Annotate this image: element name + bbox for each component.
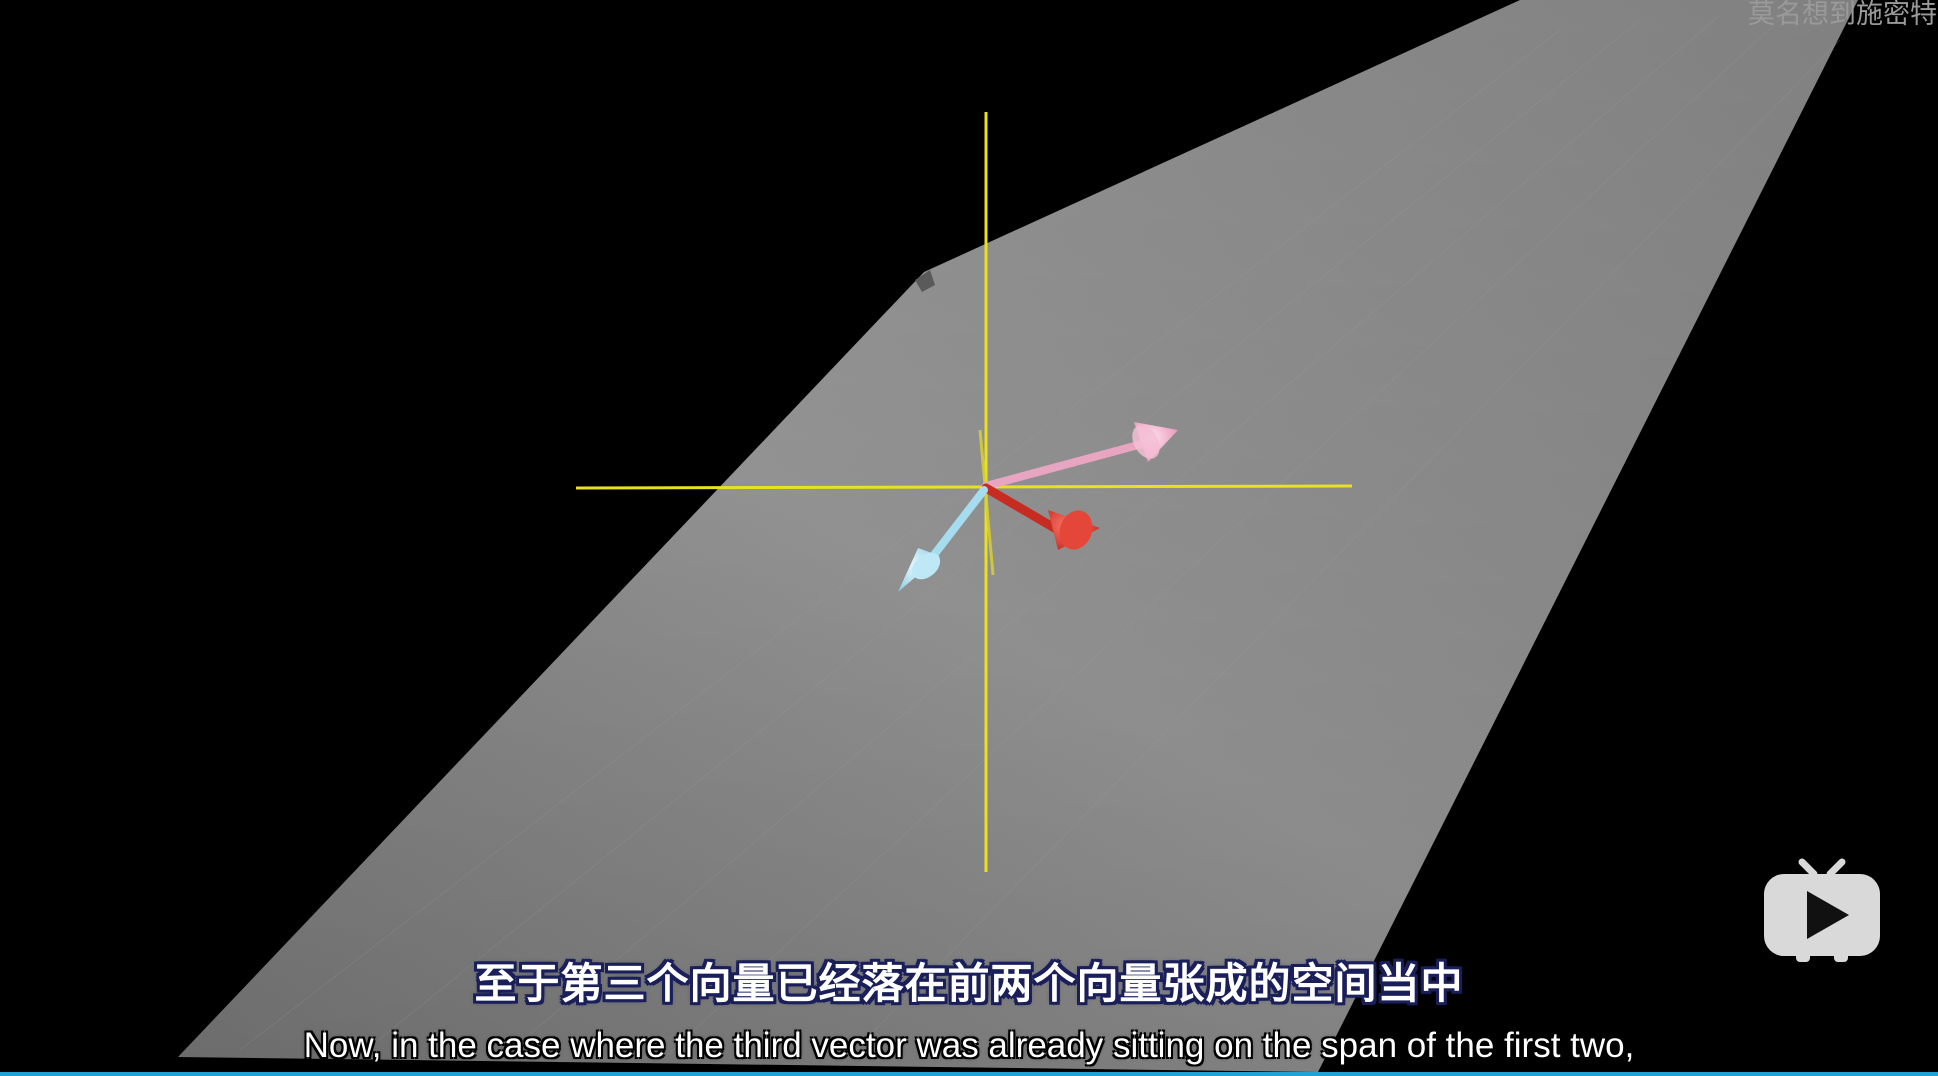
- video-progress-bar[interactable]: [0, 1072, 1938, 1076]
- red-vector-shaft: [981, 483, 1063, 535]
- span-plane-shade: [178, 0, 1858, 1072]
- horizontal-axis: [575, 484, 1353, 490]
- light-blue-vector-shaft: [926, 486, 988, 564]
- channel-watermark: 莫名想到施密特: [1748, 0, 1937, 30]
- plane-edge-notch: [915, 270, 935, 292]
- vectors: [898, 422, 1178, 592]
- bilibili-tv-play-icon[interactable]: [1762, 858, 1882, 964]
- subtitle-chinese: 至于第三个向量已经落在前两个向量张成的空间当中: [474, 959, 1464, 1008]
- pink-vector-shaft: [982, 440, 1146, 490]
- depth-axis: [978, 429, 995, 576]
- plane-texture: [239, 9, 1841, 1067]
- subtitle-english: Now, in the case where the third vector …: [303, 1026, 1635, 1065]
